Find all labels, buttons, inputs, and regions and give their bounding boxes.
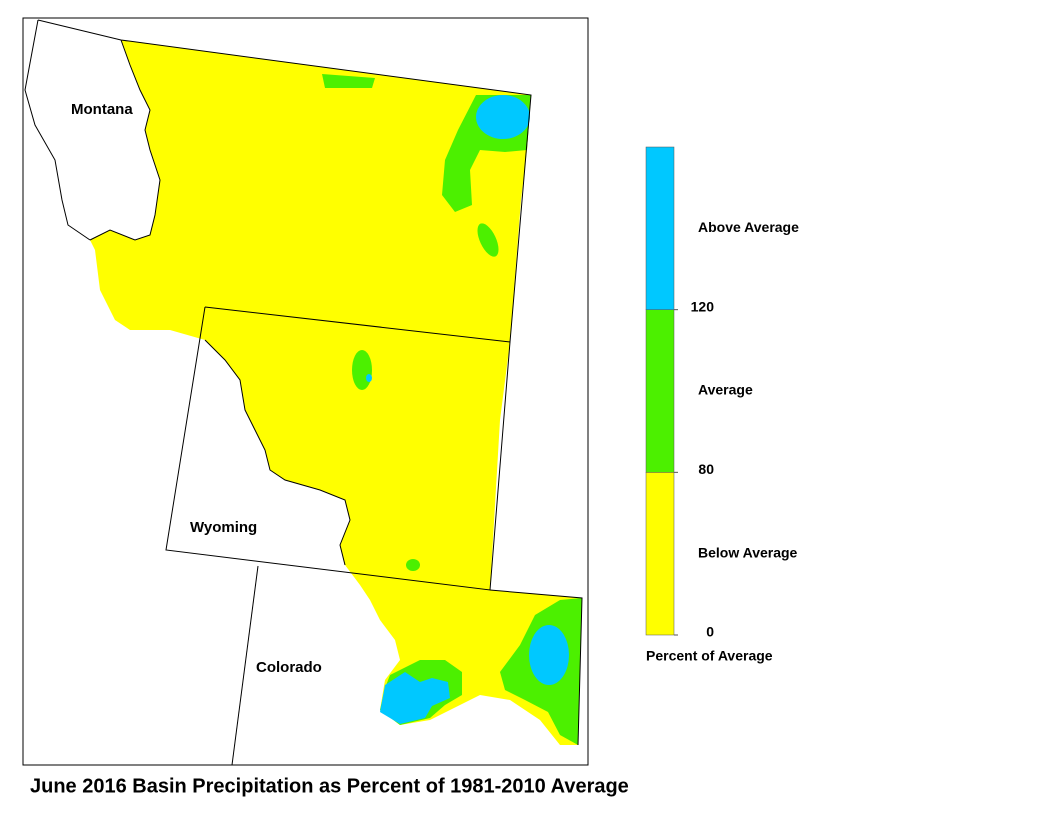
wyoming-basin-edge bbox=[204, 339, 351, 566]
average-area bbox=[352, 350, 372, 390]
wyoming-border bbox=[165, 306, 511, 591]
legend: Below Average Average Above Average 0 80 120 bbox=[645, 146, 799, 640]
average-area bbox=[322, 74, 375, 88]
colorado-border bbox=[489, 589, 583, 746]
legend-label: Above Average bbox=[698, 219, 799, 235]
map: Montana Wyoming Colorado bbox=[24, 19, 583, 766]
above-average-area bbox=[366, 374, 372, 382]
legend-tick-label: 80 bbox=[698, 461, 714, 477]
legend-swatch bbox=[645, 146, 675, 310]
map-title: June 2016 Basin Precipitation as Percent… bbox=[30, 775, 629, 797]
state-label: Wyoming bbox=[190, 519, 257, 536]
state-label: Colorado bbox=[256, 659, 322, 676]
legend-tick-label: 0 bbox=[706, 624, 714, 640]
montana-west-border bbox=[24, 19, 91, 241]
legend-label: Below Average bbox=[698, 544, 798, 560]
legend-title: Percent of Average bbox=[646, 648, 773, 664]
legend-tick-label: 120 bbox=[691, 298, 715, 314]
average-area bbox=[477, 223, 499, 257]
legend-label: Average bbox=[698, 382, 753, 398]
legend-swatch bbox=[645, 472, 675, 636]
legend-swatch bbox=[645, 309, 675, 473]
basin-edge bbox=[89, 39, 161, 241]
colorado-west-border bbox=[231, 565, 259, 766]
average-area bbox=[406, 559, 420, 571]
above-average-area bbox=[380, 672, 450, 724]
above-average-area bbox=[529, 625, 569, 685]
basin-region bbox=[90, 40, 582, 745]
above-average-area bbox=[476, 95, 530, 139]
state-label: Montana bbox=[71, 101, 133, 118]
montana-border bbox=[37, 19, 532, 343]
